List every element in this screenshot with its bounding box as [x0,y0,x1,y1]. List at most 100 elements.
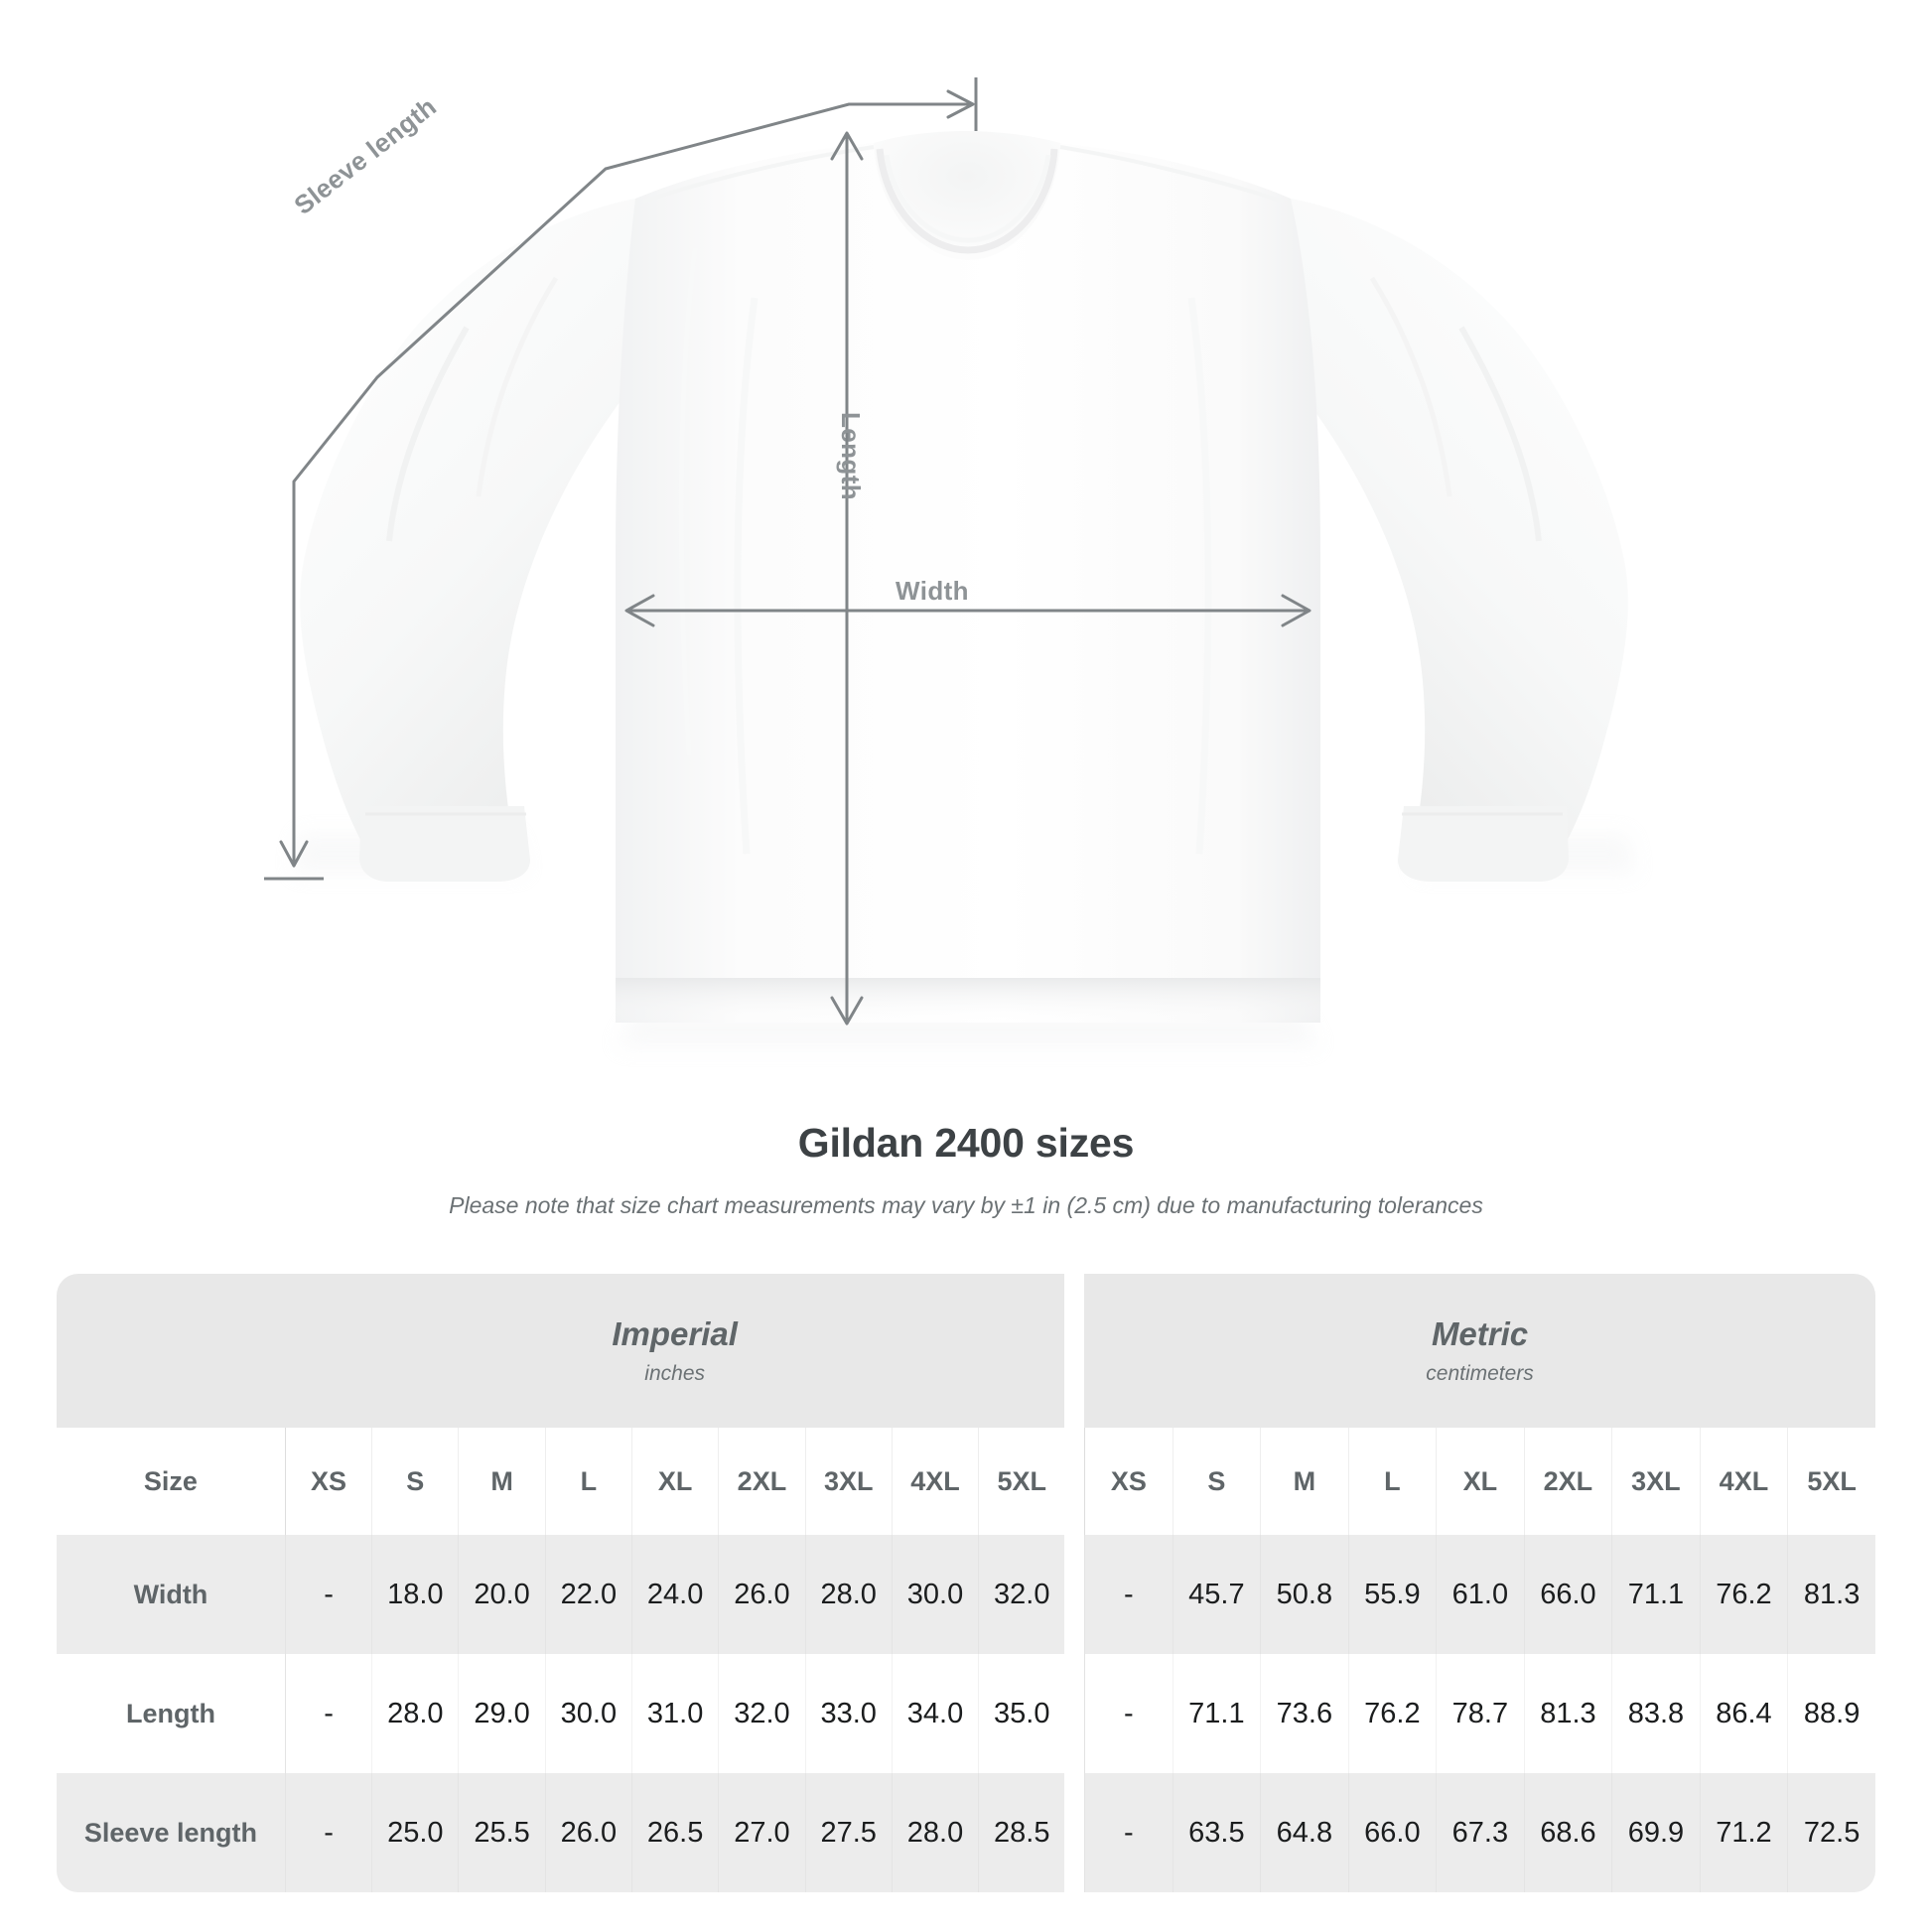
size-header-imperial-l: L [544,1428,632,1535]
section-gap [1064,1654,1084,1773]
size-header-metric-3xl: 3XL [1611,1428,1700,1535]
section-gap [1064,1428,1084,1535]
cell-sleeve-length-metric-xl: 67.3 [1436,1773,1524,1892]
cell-length-metric-s: 71.1 [1172,1654,1261,1773]
size-table-container: Imperial inches Metric centimeters Size XS S M L… [57,1274,1875,1892]
unit-group-imperial: Imperial inches [284,1274,1065,1428]
cell-length-imperial-s: 28.0 [371,1654,459,1773]
cell-length-imperial-4xl: 34.0 [891,1654,979,1773]
cell-length-metric-l: 76.2 [1347,1654,1437,1773]
length-diagram-label: Length [836,412,866,501]
size-header-metric-xl: XL [1436,1428,1524,1535]
cell-width-metric-2xl: 66.0 [1523,1535,1612,1654]
unit-banner-row: Imperial inches Metric centimeters [57,1274,1875,1428]
section-gap [1064,1274,1084,1428]
length-line [830,131,864,1026]
size-header-label: Size [57,1428,285,1535]
cell-length-metric-5xl: 88.9 [1787,1654,1875,1773]
cell-width-metric-m: 50.8 [1260,1535,1348,1654]
cell-sleeve-length-metric-xs: - [1084,1773,1173,1892]
cell-sleeve-length-metric-4xl: 71.2 [1699,1773,1788,1892]
cell-sleeve-length-imperial-3xl: 27.5 [804,1773,892,1892]
row-label-width: Width [57,1535,285,1654]
cell-length-imperial-m: 29.0 [458,1654,545,1773]
row-label-sleeve-length: Sleeve length [57,1773,285,1892]
cell-width-imperial-m: 20.0 [458,1535,545,1654]
cell-width-metric-xs: - [1084,1535,1173,1654]
table-row: Length -28.0 29.0 30.0 31.0 32.0 33.0 34.0 35.0-… [57,1654,1875,1773]
cell-width-imperial-3xl: 28.0 [804,1535,892,1654]
left-sleeve [300,199,655,882]
size-header-metric-s: S [1172,1428,1261,1535]
cell-sleeve-length-imperial-s: 25.0 [371,1773,459,1892]
cell-width-metric-s: 45.7 [1172,1535,1261,1654]
cell-width-metric-3xl: 71.1 [1611,1535,1700,1654]
unit-sub-metric: centimeters [1426,1362,1534,1386]
cell-sleeve-length-imperial-m: 25.5 [458,1773,545,1892]
size-header-metric-xs: XS [1084,1428,1173,1535]
collar [874,131,1060,260]
sleeve-length-line [264,77,978,881]
row-label-length: Length [57,1654,285,1773]
cell-sleeve-length-imperial-l: 26.0 [544,1773,632,1892]
cell-sleeve-length-imperial-5xl: 28.5 [978,1773,1065,1892]
cell-width-metric-4xl: 76.2 [1699,1535,1788,1654]
size-header-imperial-5xl: 5XL [978,1428,1065,1535]
tolerance-note: Please note that size chart measurements… [449,1192,1483,1218]
cell-length-metric-xs: - [1084,1654,1173,1773]
cell-width-metric-xl: 61.0 [1436,1535,1524,1654]
width-line [624,594,1311,627]
garment-body [616,143,1320,1024]
measurement-lines [264,77,1311,1026]
width-diagram-label: Width [896,576,969,606]
cell-length-imperial-xs: - [284,1654,372,1773]
unit-group-metric: Metric centimeters [1084,1274,1875,1428]
cell-length-imperial-3xl: 33.0 [804,1654,892,1773]
cell-sleeve-length-metric-5xl: 72.5 [1787,1773,1875,1892]
cell-length-imperial-2xl: 32.0 [718,1654,805,1773]
right-sleeve [1273,199,1628,882]
cell-length-metric-m: 73.6 [1260,1654,1348,1773]
cell-sleeve-length-metric-3xl: 69.9 [1611,1773,1700,1892]
title-block: Gildan 2400 sizes Please note that size … [0,1120,1932,1219]
cell-length-imperial-5xl: 35.0 [978,1654,1065,1773]
cell-width-imperial-l: 22.0 [544,1535,632,1654]
cell-sleeve-length-imperial-xl: 26.5 [631,1773,719,1892]
garment-illustration: Sleeve length Length Width [264,77,1636,1047]
cell-length-metric-4xl: 86.4 [1699,1654,1788,1773]
cell-length-metric-3xl: 83.8 [1611,1654,1700,1773]
size-header-metric-2xl: 2XL [1523,1428,1612,1535]
size-header-imperial-xs: XS [284,1428,372,1535]
cell-sleeve-length-imperial-4xl: 28.0 [891,1773,979,1892]
size-header-imperial-xl: XL [631,1428,719,1535]
cell-sleeve-length-metric-l: 66.0 [1347,1773,1437,1892]
cell-sleeve-length-imperial-xs: - [284,1773,372,1892]
cell-width-imperial-s: 18.0 [371,1535,459,1654]
cell-sleeve-length-metric-2xl: 68.6 [1523,1773,1612,1892]
size-header-metric-m: M [1260,1428,1348,1535]
cell-width-metric-5xl: 81.3 [1787,1535,1875,1654]
cell-width-imperial-xs: - [284,1535,372,1654]
cell-sleeve-length-imperial-2xl: 27.0 [718,1773,805,1892]
unit-sub-imperial: inches [644,1362,705,1386]
section-gap [1064,1535,1084,1654]
cell-width-imperial-4xl: 30.0 [891,1535,979,1654]
size-header-imperial-3xl: 3XL [804,1428,892,1535]
cell-width-imperial-xl: 24.0 [631,1535,719,1654]
unit-name-imperial: Imperial [612,1314,738,1352]
size-table: Imperial inches Metric centimeters Size XS S M L… [57,1274,1875,1892]
cell-length-metric-2xl: 81.3 [1523,1654,1612,1773]
cell-width-imperial-2xl: 26.0 [718,1535,805,1654]
table-row: Width -18.0 20.0 22.0 24.0 26.0 28.0 30.0 32.0-4… [57,1535,1875,1654]
cell-width-metric-l: 55.9 [1347,1535,1437,1654]
size-header-metric-4xl: 4XL [1699,1428,1788,1535]
size-header-imperial-s: S [371,1428,459,1535]
cell-length-imperial-xl: 31.0 [631,1654,719,1773]
cell-width-imperial-5xl: 32.0 [978,1535,1065,1654]
table-row: Sleeve length -25.0 25.5 26.0 26.5 27.0 27.5 28… [57,1773,1875,1892]
cell-length-imperial-l: 30.0 [544,1654,632,1773]
size-header-imperial-4xl: 4XL [891,1428,979,1535]
size-header-metric-5xl: 5XL [1787,1428,1875,1535]
size-header-imperial-m: M [458,1428,545,1535]
